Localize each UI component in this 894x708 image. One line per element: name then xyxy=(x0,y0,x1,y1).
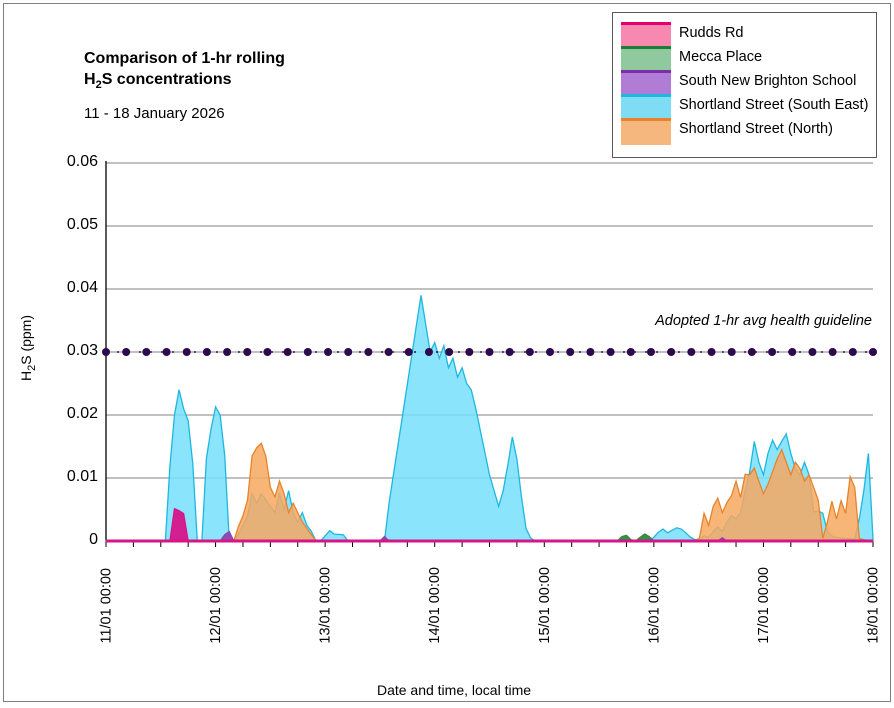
svg-text:Adopted 1-hr avg health guidel: Adopted 1-hr avg health guideline xyxy=(654,313,872,329)
